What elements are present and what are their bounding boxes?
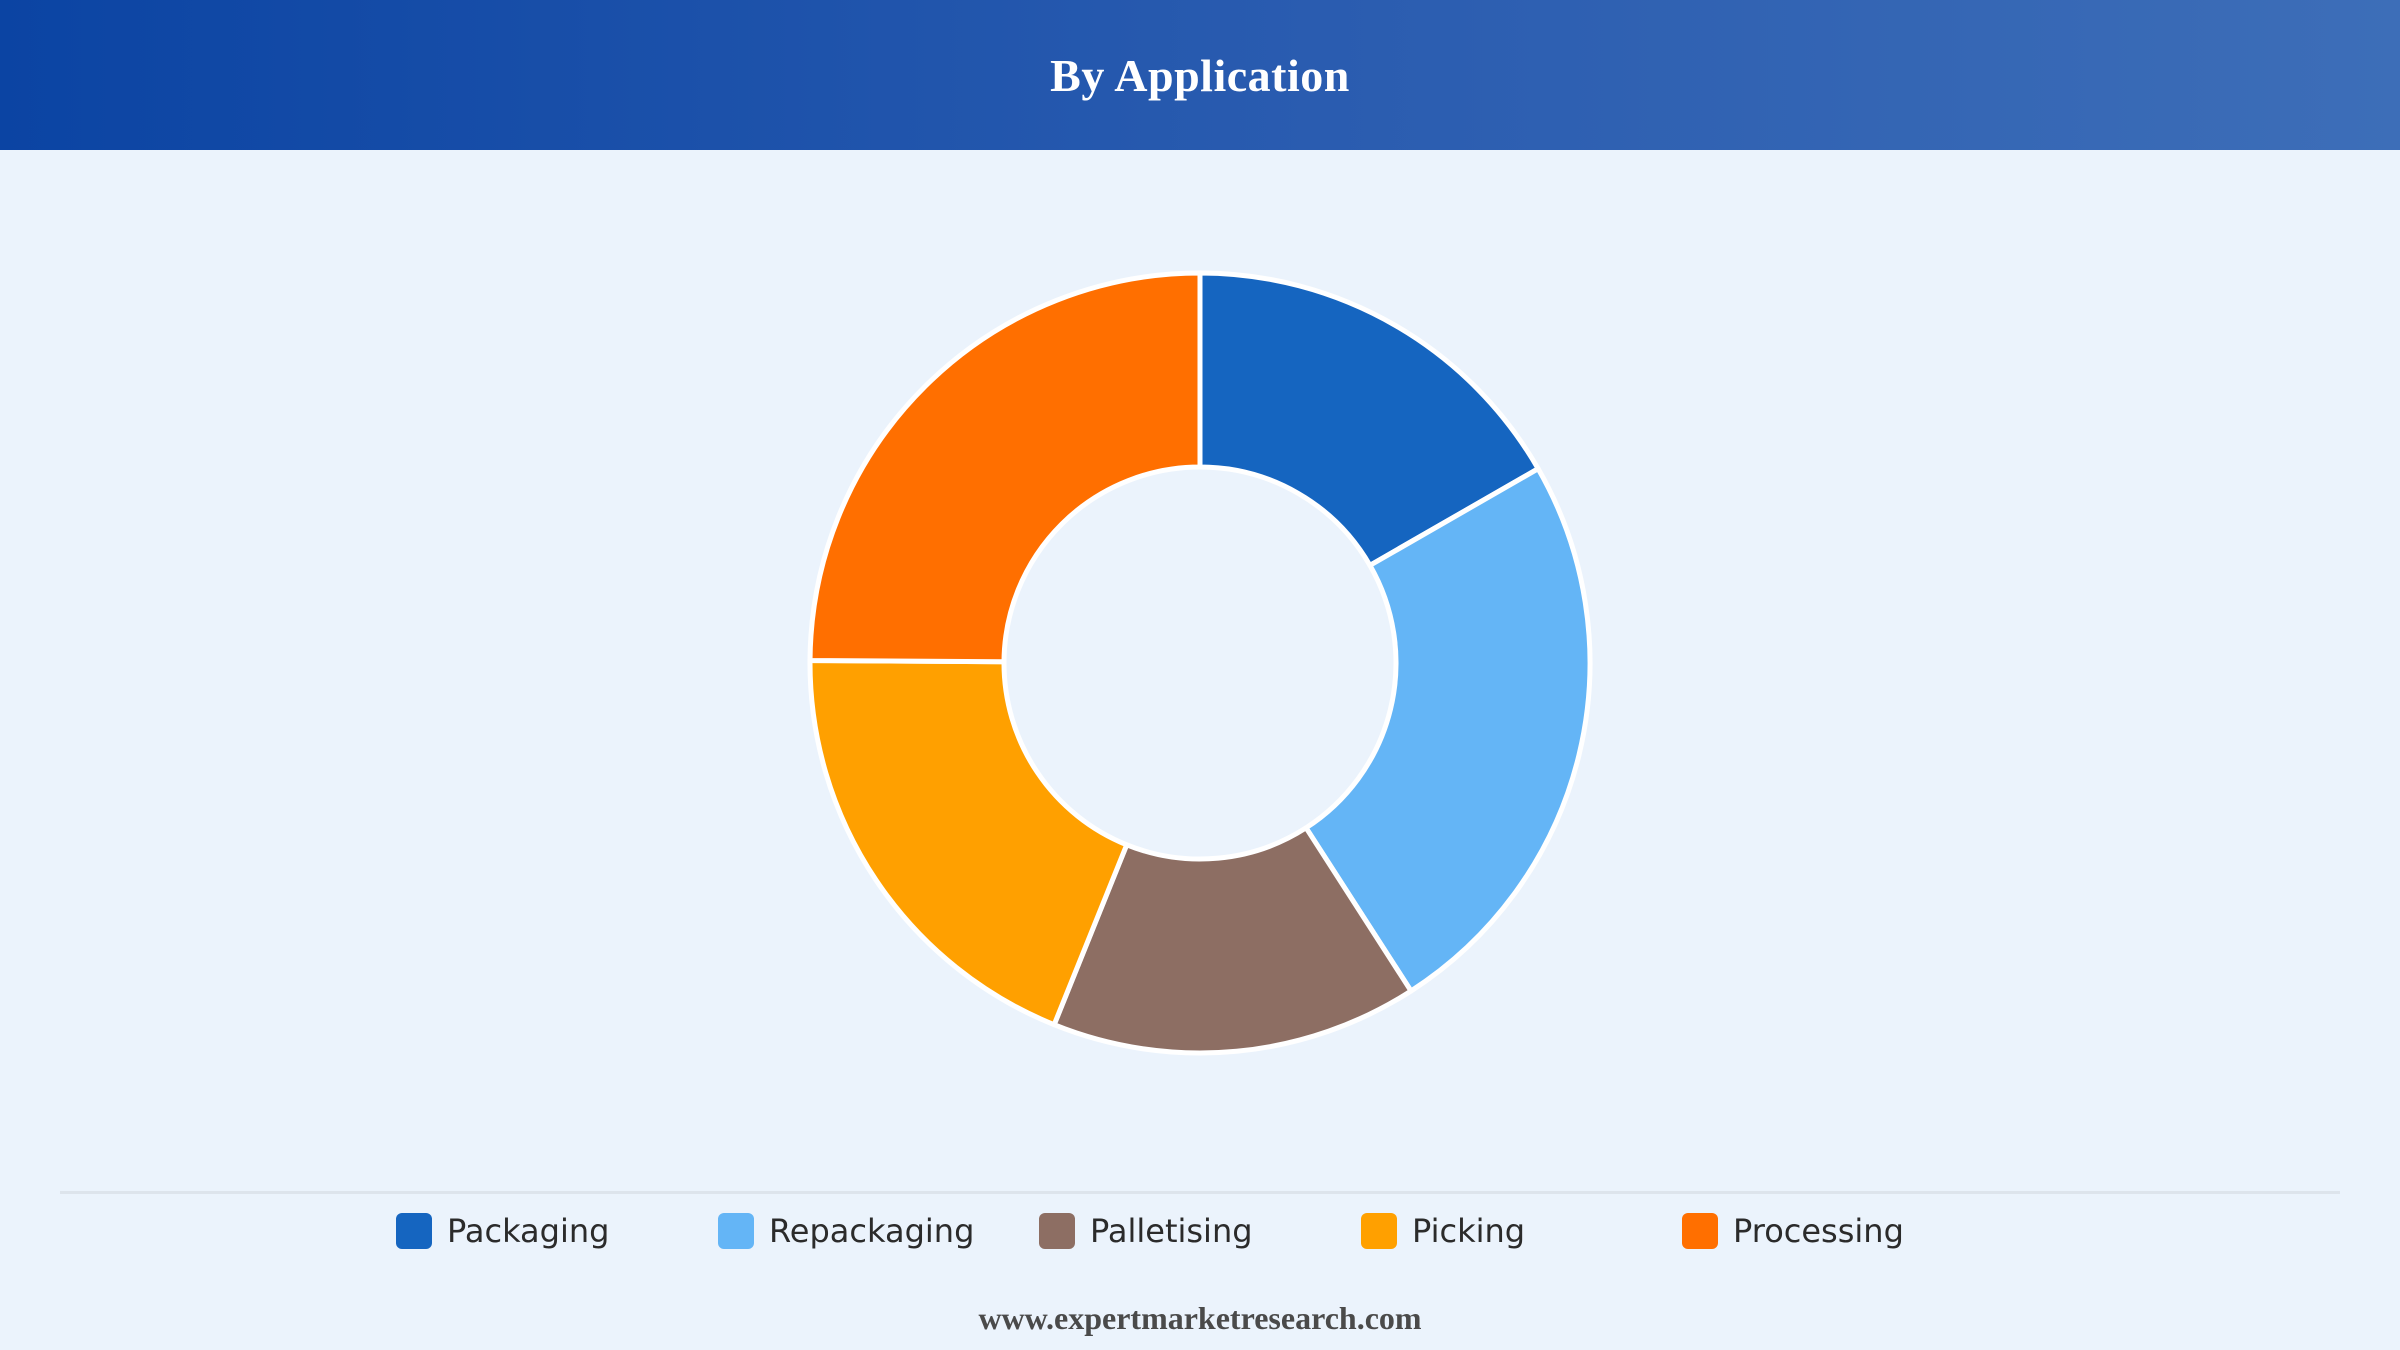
chart-legend: Packaging Repackaging Palletising Pickin… xyxy=(0,1208,2400,1254)
legend-swatch-repackaging xyxy=(718,1213,754,1249)
legend-swatch-processing xyxy=(1682,1213,1718,1249)
source-url: www.expertmarketresearch.com xyxy=(978,1300,1422,1336)
legend-swatch-picking xyxy=(1361,1213,1397,1249)
legend-label-palletising: Palletising xyxy=(1090,1212,1253,1250)
donut-slice-picking[interactable] xyxy=(807,658,1130,1028)
page-header: By Application xyxy=(0,0,2400,150)
legend-divider xyxy=(60,1191,2340,1194)
legend-label-processing: Processing xyxy=(1733,1212,1904,1250)
legend-item-repackaging[interactable]: Repackaging xyxy=(718,1208,974,1254)
legend-item-picking[interactable]: Picking xyxy=(1361,1208,1525,1254)
chart-title: By Application xyxy=(1050,49,1350,101)
donut-slice-packaging[interactable] xyxy=(1197,270,1541,568)
legend-swatch-packaging xyxy=(396,1213,432,1249)
legend-item-packaging[interactable]: Packaging xyxy=(396,1208,609,1254)
donut-slice-repackaging[interactable] xyxy=(1303,466,1593,994)
legend-label-picking: Picking xyxy=(1412,1212,1526,1250)
legend-item-processing[interactable]: Processing xyxy=(1682,1208,1904,1254)
donut-slice-processing[interactable] xyxy=(807,270,1203,665)
legend-label-packaging: Packaging xyxy=(447,1212,610,1250)
legend-item-palletising[interactable]: Palletising xyxy=(1039,1208,1253,1254)
donut-slice-palletising[interactable] xyxy=(1051,825,1414,1056)
legend-swatch-palletising xyxy=(1039,1213,1075,1249)
legend-label-repackaging: Repackaging xyxy=(769,1212,975,1250)
donut-chart xyxy=(807,270,1593,1056)
